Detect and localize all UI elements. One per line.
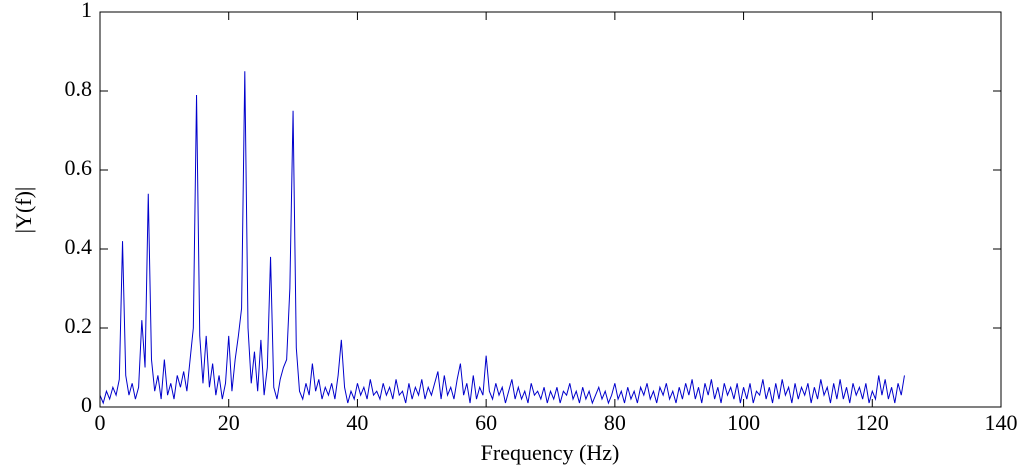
y-tick-label: 0.8 — [65, 76, 93, 101]
x-tick-label: 140 — [985, 410, 1018, 435]
y-tick-label: 0 — [81, 392, 92, 417]
y-tick-label: 0.6 — [65, 155, 93, 180]
x-axis-label: Frequency (Hz) — [481, 440, 620, 465]
x-tick-label: 100 — [727, 410, 760, 435]
x-tick-label: 80 — [604, 410, 626, 435]
x-tick-label: 120 — [856, 410, 889, 435]
y-tick-label: 1 — [81, 0, 92, 22]
y-axis-label: |Y(f)| — [11, 187, 36, 234]
y-tick-label: 0.4 — [65, 234, 93, 259]
x-tick-label: 0 — [95, 410, 106, 435]
spectrum-line — [99, 71, 905, 405]
x-tick-label: 60 — [475, 410, 497, 435]
plot-frame — [99, 11, 1002, 408]
y-tick-label: 0.2 — [65, 313, 93, 338]
x-tick-label: 20 — [218, 410, 240, 435]
x-tick-label: 40 — [346, 410, 368, 435]
